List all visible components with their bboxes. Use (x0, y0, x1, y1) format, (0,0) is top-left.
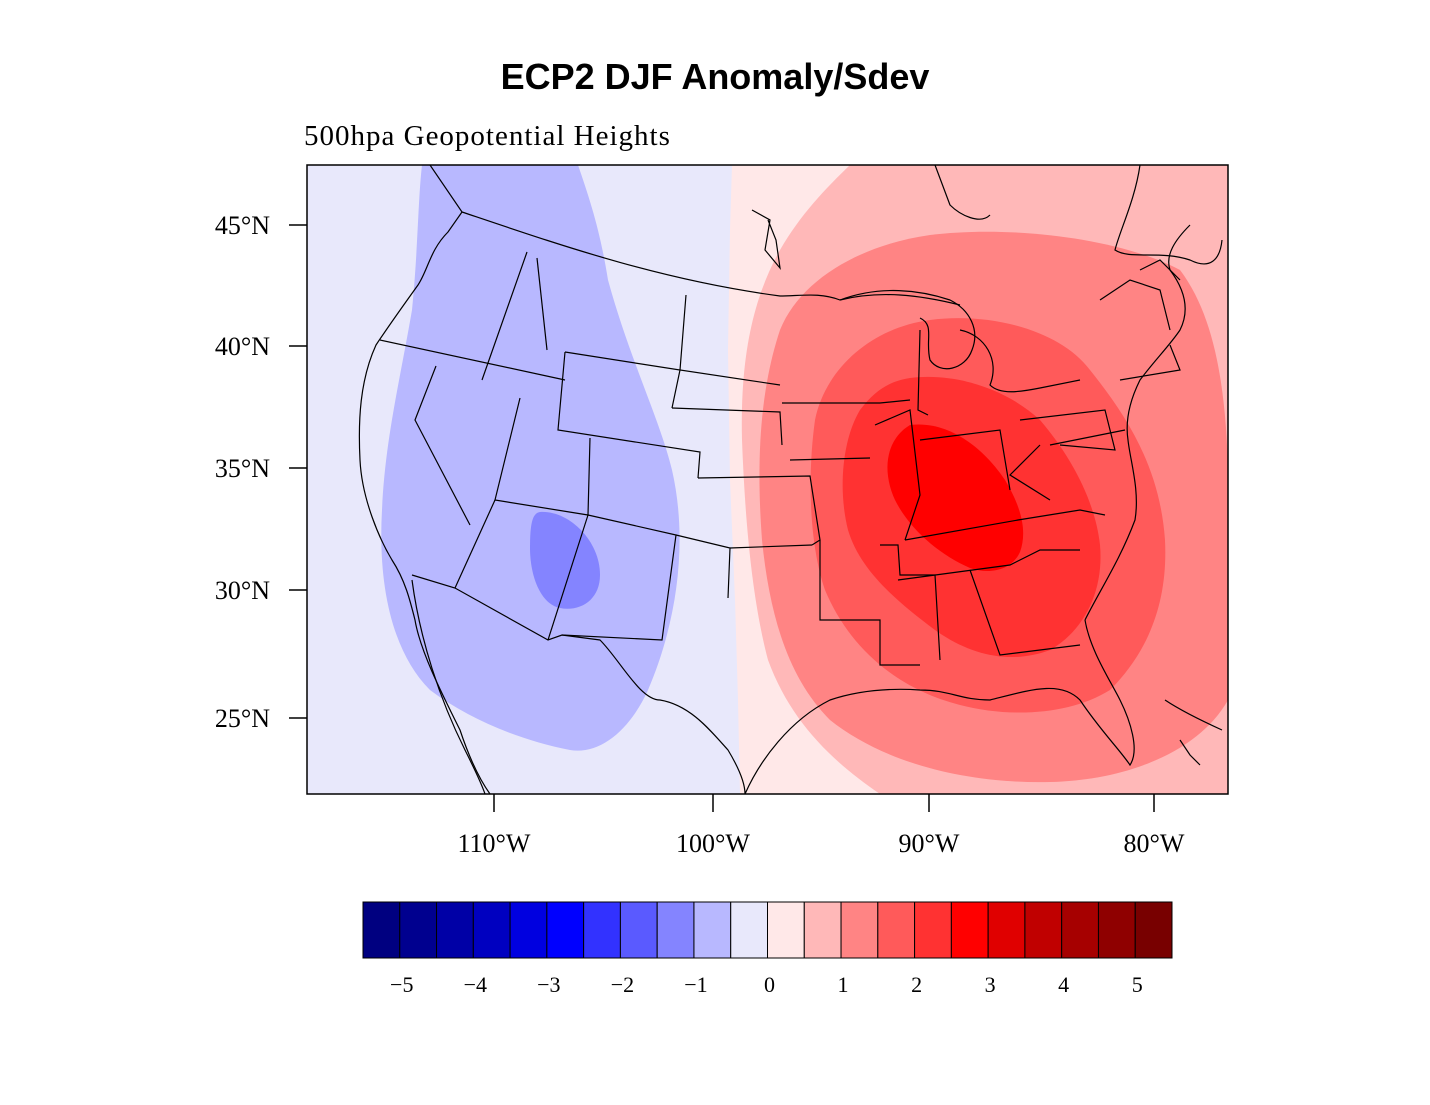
colorbar-swatch (1061, 901, 1099, 959)
lon-labels: 110°W 100°W 90°W 80°W (458, 829, 1185, 858)
state-line (1049, 429, 1126, 446)
colorbar-swatch (730, 901, 768, 959)
lake-michigan (917, 329, 929, 416)
colorbar-label: 2 (911, 972, 922, 997)
state-line (379, 339, 566, 381)
map-subtitle: 500hpa Geopotential Heights (304, 120, 671, 152)
bahamas (1179, 739, 1201, 766)
lake-huron-erie (959, 329, 1081, 393)
colorbar-swatch (914, 901, 952, 959)
state-line (1139, 259, 1181, 281)
state-line (729, 544, 813, 549)
state-line (414, 365, 471, 526)
state-line (671, 407, 783, 446)
state-line (919, 429, 1011, 491)
colorbar-swatch (546, 901, 585, 959)
colorbar-swatch (1134, 901, 1173, 959)
contour-5-plus (887, 424, 1024, 572)
cuba-coast (1164, 699, 1223, 731)
state-line (679, 294, 781, 386)
colorbar-swatch (840, 901, 879, 959)
colorbar-swatch (767, 901, 805, 959)
colorbar-swatch (877, 901, 916, 959)
lon-ticks (493, 794, 1155, 812)
lat-label-30: 30°N (215, 576, 270, 605)
colorbar-labels: −5 −4 −3 −2 −1 0 1 2 3 4 5 (390, 972, 1143, 997)
colorbar-swatch (693, 901, 732, 959)
colorbar (362, 901, 1173, 959)
state-line (536, 257, 548, 351)
contour-minus2-to-minus1 (381, 165, 680, 751)
state-line (547, 514, 589, 641)
colorbar-label: −1 (684, 972, 707, 997)
lat-label-25: 25°N (215, 704, 270, 733)
state-line (557, 351, 701, 479)
canada-coast (1114, 165, 1223, 265)
colorbar-swatch (619, 901, 658, 959)
state-line (494, 397, 591, 516)
state-line (1019, 409, 1116, 451)
state-line (454, 499, 496, 589)
state-line (904, 509, 1106, 541)
colorbar-swatch (1024, 901, 1063, 959)
state-line (819, 540, 920, 666)
colorbar-label: 4 (1058, 972, 1069, 997)
colorbar-label: −5 (390, 972, 413, 997)
lat-labels: 45°N 40°N 35°N 30°N 25°N (215, 211, 270, 733)
colorbar-label: 0 (764, 972, 775, 997)
colorbar-label: 3 (985, 972, 996, 997)
canada-border (429, 165, 961, 306)
canada-coast (934, 165, 991, 220)
colorbar-swatch (1097, 901, 1136, 959)
state-line (1009, 444, 1051, 501)
lat-label-40: 40°N (215, 332, 270, 361)
state-line (880, 544, 941, 661)
colorbar-swatch (656, 901, 695, 959)
lat-label-35: 35°N (215, 454, 270, 483)
contour-minus3-to-minus2 (530, 511, 600, 609)
boundary-lines (358, 165, 1223, 794)
pacific-coast (358, 211, 491, 794)
state-line (782, 399, 911, 404)
state-line (874, 409, 921, 541)
colorbar-swatch (803, 901, 842, 959)
state-line (969, 569, 1081, 656)
colorbar-swatch (362, 901, 401, 959)
map-title: ECP2 DJF Anomaly/Sdev (500, 56, 930, 97)
colorbar-label: −4 (464, 972, 487, 997)
state-line (561, 514, 677, 641)
anomaly-field (307, 165, 1228, 794)
plot-frame (306, 164, 1229, 795)
colorbar-label: −3 (537, 972, 560, 997)
colorbar-label: 5 (1132, 972, 1143, 997)
lat-ticks (289, 224, 307, 719)
mexico-border (411, 574, 746, 794)
state-line (897, 549, 1080, 581)
colorbar-swatch (436, 901, 474, 959)
lon-label-90: 90°W (899, 829, 960, 858)
state-line (481, 251, 528, 381)
colorbar-label: 1 (838, 972, 849, 997)
colorbar-swatch (509, 901, 548, 959)
state-line (789, 457, 871, 461)
canada-lake (751, 209, 781, 271)
colorbar-swatch (472, 901, 511, 959)
lon-label-100: 100°W (676, 829, 750, 858)
colorbar-swatch (583, 901, 621, 959)
lake-superior (839, 289, 976, 370)
colorbar-label: −2 (611, 972, 634, 997)
lat-label-45: 45°N (215, 211, 270, 240)
colorbar-swatch (950, 901, 989, 959)
state-line (1099, 279, 1171, 331)
state-line (697, 475, 821, 546)
gulf-coast (744, 619, 1135, 794)
baja-coast (411, 579, 486, 794)
colorbar-swatch (987, 901, 1026, 959)
lon-label-110: 110°W (458, 829, 531, 858)
colorbar-swatch (399, 901, 438, 959)
lon-label-80: 80°W (1124, 829, 1185, 858)
state-line (1119, 344, 1181, 381)
